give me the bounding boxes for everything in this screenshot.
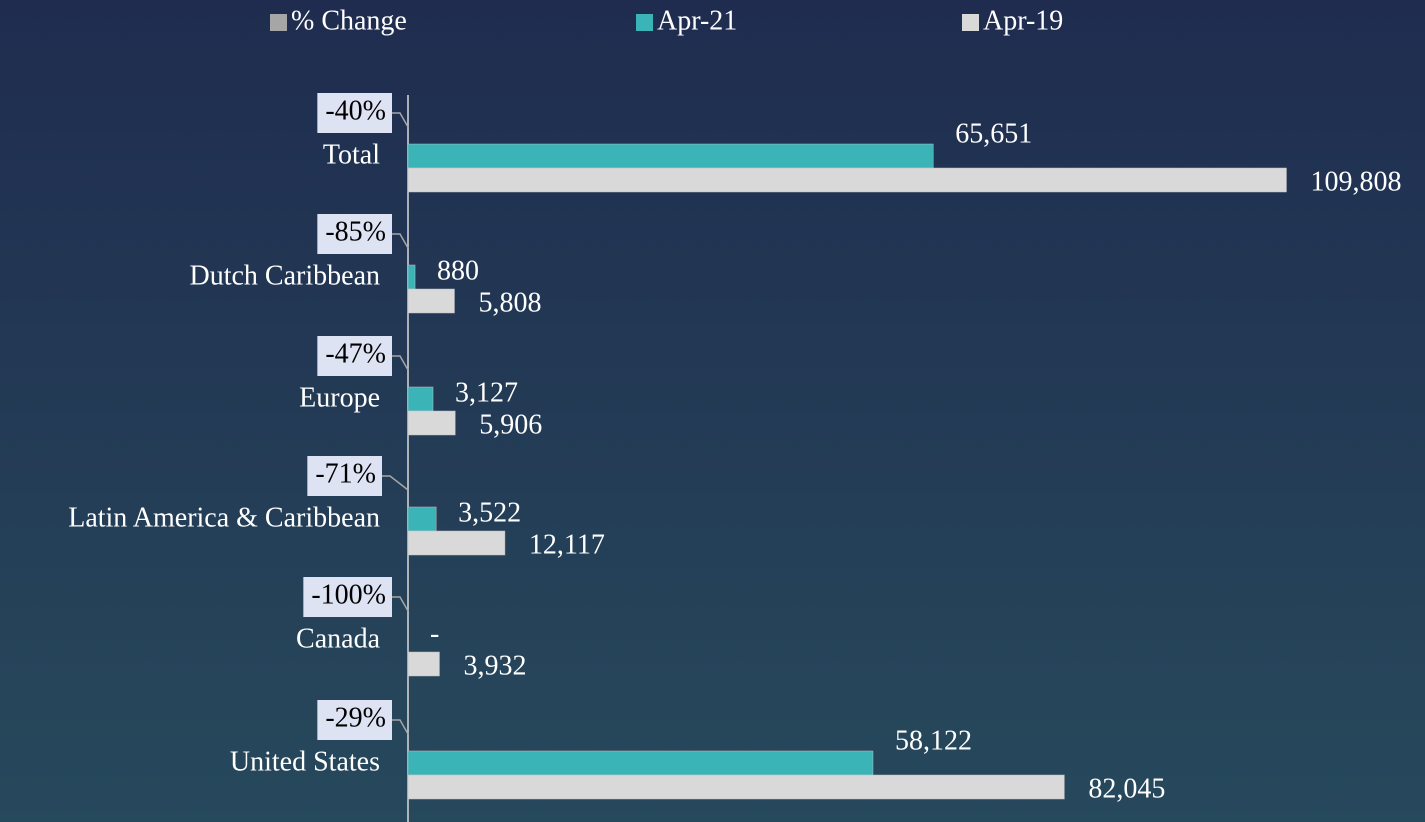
bar: [407, 506, 437, 532]
value-label: 109,808: [1310, 166, 1401, 197]
bar: [407, 774, 1065, 800]
category-label: Canada: [296, 623, 381, 654]
percent-label-box: [317, 700, 392, 740]
value-label: 12,117: [529, 529, 605, 560]
bar: [407, 530, 506, 556]
legend-swatch: [270, 14, 287, 31]
percent-leader: [392, 233, 409, 249]
percent-label: -85%: [325, 216, 386, 247]
value-label: 5,906: [479, 409, 542, 440]
legend-swatch: [962, 14, 979, 31]
legend-swatch: [636, 14, 653, 31]
legend-label: Apr-21: [657, 5, 737, 36]
percent-leader: [392, 355, 409, 371]
bar: [407, 143, 934, 169]
category-label: Latin America & Caribbean: [68, 502, 380, 533]
percent-label-box: [317, 93, 392, 133]
legend-label: % Change: [291, 5, 407, 36]
category-label: Dutch Caribbean: [190, 260, 381, 291]
value-label: 5,808: [478, 287, 541, 318]
percent-label: -71%: [315, 458, 376, 489]
percent-label: -29%: [325, 702, 386, 733]
category-label: Total: [323, 139, 380, 170]
percent-label: -40%: [325, 95, 386, 126]
category-label: Europe: [299, 382, 380, 413]
value-label: 3,522: [458, 497, 521, 528]
percent-leader: [382, 475, 409, 491]
value-label: 880: [437, 255, 479, 286]
percent-label-box: [307, 456, 382, 496]
value-label: 82,045: [1088, 773, 1165, 804]
percent-label: -47%: [325, 338, 386, 369]
value-label: 3,932: [463, 650, 526, 681]
bar: [407, 651, 440, 677]
bar: [407, 167, 1287, 193]
bar: [407, 386, 434, 412]
bar: [407, 410, 456, 436]
percent-label-box: [303, 577, 392, 617]
value-label: 3,127: [455, 377, 518, 408]
bar: [407, 750, 874, 776]
value-label: -: [430, 618, 439, 649]
category-label: United States: [230, 746, 380, 777]
percent-label-box: [317, 214, 392, 254]
value-label: 65,651: [955, 118, 1032, 149]
legend-label: Apr-19: [983, 5, 1063, 36]
bar: [407, 288, 455, 314]
percent-leader: [392, 112, 409, 128]
value-label: 58,122: [895, 725, 972, 756]
percent-leader: [392, 719, 409, 735]
percent-label-box: [317, 336, 392, 376]
bar: [407, 264, 416, 290]
percent-leader: [392, 596, 409, 612]
percent-label: -100%: [311, 579, 386, 610]
